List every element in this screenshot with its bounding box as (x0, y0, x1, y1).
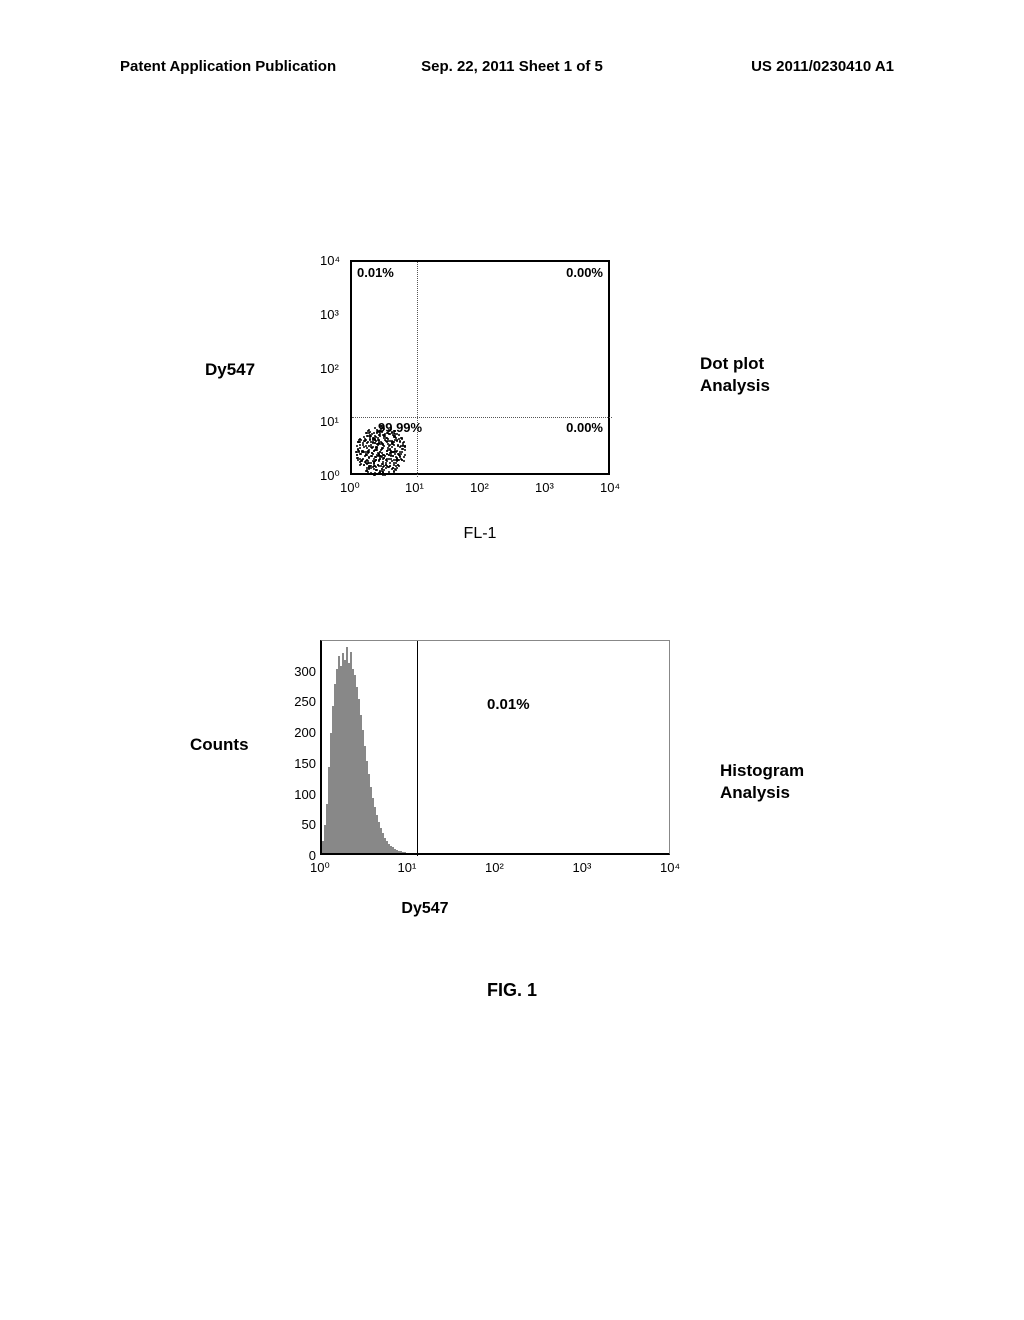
figure-container: Dy547 Dot plot Analysis 0.01% 0.00% 99.9… (0, 260, 1024, 1020)
header-center: Sep. 22, 2011 Sheet 1 of 5 (421, 58, 603, 75)
histogram-x-label: Dy547 (401, 900, 448, 918)
histogram-ytick: 200 (288, 725, 316, 740)
dotplot-ytick: 10² (320, 361, 339, 376)
histogram-bar (404, 852, 406, 853)
quadrant-ur: 0.00% (566, 265, 603, 280)
dotplot-xtick: 10² (470, 480, 489, 495)
histogram-ytick: 300 (288, 664, 316, 679)
dotplot-xtick: 10⁴ (600, 480, 620, 495)
histogram-ytick: 250 (288, 694, 316, 709)
dotplot-xtick: 10⁰ (340, 480, 360, 496)
dotplot-section: Dy547 Dot plot Analysis 0.01% 0.00% 99.9… (0, 260, 1024, 560)
histogram-ytick: 100 (288, 787, 316, 802)
dotplot-y-label: Dy547 (205, 360, 255, 380)
histogram-ytick: 50 (288, 817, 316, 832)
figure-caption: FIG. 1 (487, 980, 537, 1001)
dotplot-analysis-label: Dot plot Analysis (700, 353, 770, 397)
histogram-analysis-label: Histogram Analysis (720, 760, 804, 804)
histogram-xtick: 10⁰ (310, 860, 330, 876)
dotplot-ytick: 10¹ (320, 414, 339, 429)
histogram-xtick: 10¹ (398, 860, 417, 875)
dotplot-chart: 0.01% 0.00% 99.99% 0.00% (350, 260, 610, 475)
histogram-xtick: 10² (485, 860, 504, 875)
histogram-chart: 0.01% (320, 640, 670, 855)
dotplot-ytick: 10⁰ (320, 468, 340, 484)
quadrant-ul: 0.01% (357, 265, 394, 280)
quadrant-line-h (352, 417, 612, 418)
histogram-bars (322, 641, 669, 853)
dotplot-ytick: 10³ (320, 307, 339, 322)
histogram-section: Counts Histogram Analysis 0.01% 05010015… (0, 640, 1024, 940)
histogram-xtick: 10⁴ (660, 860, 680, 875)
quadrant-lr: 0.00% (566, 420, 603, 435)
quadrant-line-v (417, 262, 418, 477)
histogram-xtick: 10³ (573, 860, 592, 875)
page-header: Patent Application Publication Sep. 22, … (0, 58, 1024, 75)
histogram-ytick: 150 (288, 756, 316, 771)
histogram-y-label: Counts (190, 735, 249, 755)
dotplot-ytick: 10⁴ (320, 253, 340, 268)
dotplot-xtick: 10³ (535, 480, 554, 495)
dotplot-x-label: FL-1 (464, 525, 497, 543)
dotplot-xtick: 10¹ (405, 480, 424, 495)
header-right: US 2011/0230410 A1 (751, 58, 894, 75)
header-left: Patent Application Publication (120, 58, 336, 75)
